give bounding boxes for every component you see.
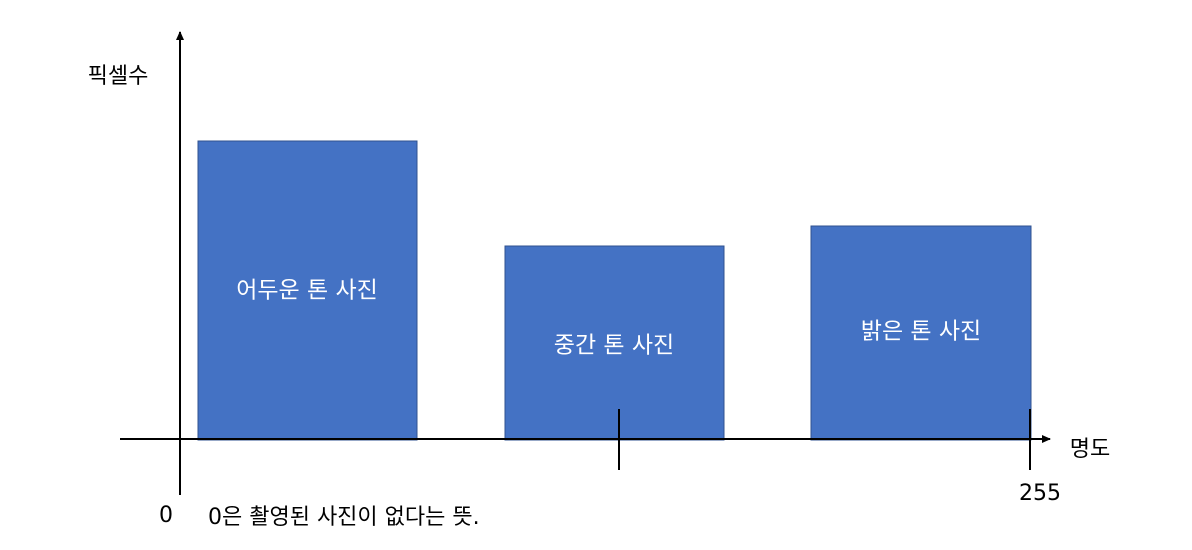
note: 0은 촬영된 사진이 없다는 뜻. — [208, 505, 480, 530]
bar-label: 어두운 톤 사진 — [236, 278, 378, 304]
bar — [810, 225, 1032, 441]
bar-label: 밝은 톤 사진 — [861, 319, 981, 345]
bar — [504, 245, 725, 441]
y-axis-label: 픽셀수 — [88, 64, 149, 89]
x-max-label: 255 — [1019, 481, 1061, 506]
x-min-label: 0 — [159, 503, 173, 528]
bar — [197, 140, 418, 441]
bar-label: 중간 톤 사진 — [554, 333, 674, 359]
x-axis-label: 명도 — [1070, 437, 1110, 462]
